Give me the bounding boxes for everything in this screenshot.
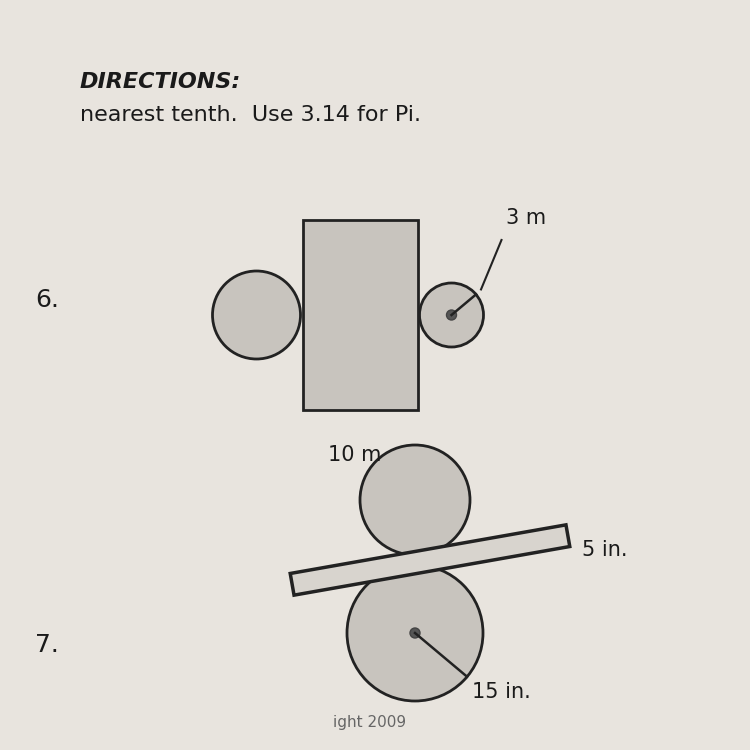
Circle shape xyxy=(419,283,484,347)
Circle shape xyxy=(212,271,301,359)
Bar xyxy=(302,220,418,410)
Circle shape xyxy=(410,628,420,638)
Text: DIRECTIONS:: DIRECTIONS: xyxy=(80,72,242,92)
Circle shape xyxy=(446,310,457,320)
Circle shape xyxy=(347,565,483,701)
Text: nearest tenth.  Use 3.14 for Pi.: nearest tenth. Use 3.14 for Pi. xyxy=(80,105,421,125)
Text: 7.: 7. xyxy=(35,633,58,657)
Text: 15 in.: 15 in. xyxy=(472,682,531,702)
Circle shape xyxy=(360,445,470,555)
Polygon shape xyxy=(290,525,570,596)
Text: ight 2009: ight 2009 xyxy=(334,715,406,730)
Text: 6.: 6. xyxy=(35,288,59,312)
Text: 5 in.: 5 in. xyxy=(582,540,628,560)
Text: 3 m: 3 m xyxy=(506,208,547,228)
Text: 10 m: 10 m xyxy=(328,445,382,465)
